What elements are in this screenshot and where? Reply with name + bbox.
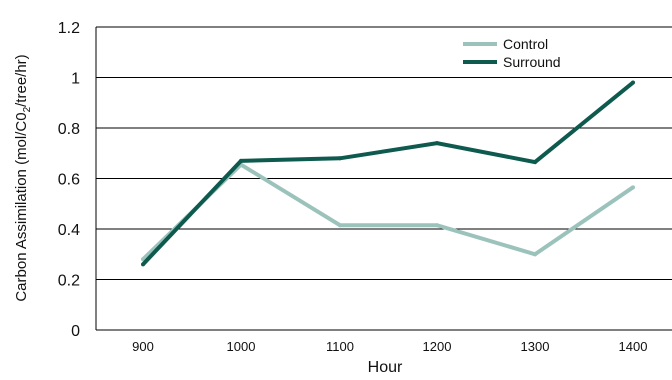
x-tick-label: 1400 bbox=[619, 339, 648, 354]
y-tick-label: 0.6 bbox=[58, 172, 80, 189]
data-point-surround bbox=[338, 156, 342, 161]
y-tick-label: 1 bbox=[71, 71, 80, 88]
x-tick-label: 1100 bbox=[326, 339, 354, 354]
series-lines bbox=[141, 80, 635, 267]
grid-lines bbox=[96, 26, 672, 280]
data-point-control bbox=[141, 257, 145, 262]
legend: Control Surround bbox=[463, 36, 561, 70]
y-axis-label-post: /tree/hr) bbox=[13, 54, 30, 107]
data-point-surround bbox=[141, 262, 145, 267]
data-point-surround bbox=[631, 80, 635, 85]
series-line-surround bbox=[141, 80, 635, 266]
data-point-control bbox=[631, 185, 635, 190]
data-point-control bbox=[338, 223, 342, 228]
data-point-control bbox=[435, 223, 439, 228]
x-tick-label: 1200 bbox=[423, 339, 452, 354]
x-tick-label: 1300 bbox=[521, 339, 550, 354]
y-tick-label: 0.8 bbox=[58, 121, 80, 138]
x-tick-labels: 900 1000 1100 1200 1300 1400 bbox=[132, 339, 647, 354]
data-point-surround bbox=[435, 141, 439, 146]
y-tick-label: 0 bbox=[71, 323, 80, 340]
data-point-control bbox=[533, 252, 537, 257]
x-tick-label: 1000 bbox=[227, 339, 256, 354]
y-tick-label: 0.4 bbox=[58, 222, 80, 239]
y-axis-label: Carbon Assimilation (mol/C02/tree/hr) bbox=[13, 54, 33, 301]
y-axis-label-pre: Carbon Assimilation (mol/C0 bbox=[13, 112, 30, 301]
data-point-surround bbox=[533, 160, 537, 165]
y-axis-label-sub: 2 bbox=[22, 106, 33, 112]
y-tick-labels: 0 0.2 0.4 0.6 0.8 1 1.2 bbox=[58, 20, 80, 340]
x-axis-label: Hour bbox=[368, 359, 403, 375]
x-tick-label: 900 bbox=[132, 339, 154, 354]
data-point-surround bbox=[239, 158, 243, 163]
legend-label-surround: Surround bbox=[503, 54, 561, 70]
legend-label-control: Control bbox=[503, 36, 548, 52]
y-tick-label: 1.2 bbox=[58, 20, 80, 37]
y-tick-label: 0.2 bbox=[58, 273, 80, 290]
axes bbox=[95, 27, 672, 331]
